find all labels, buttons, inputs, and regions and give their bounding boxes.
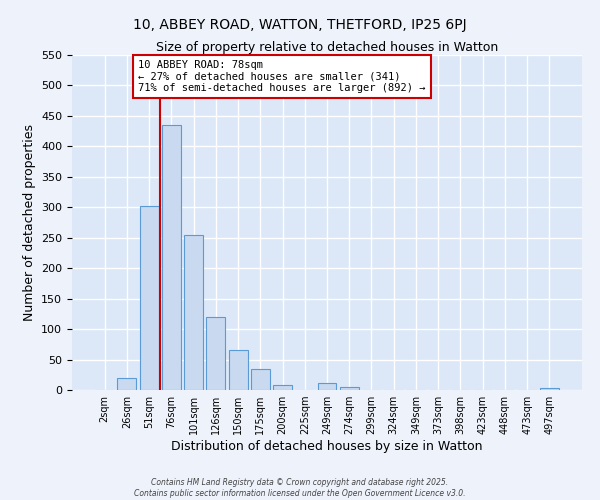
Bar: [162, 125, 181, 390]
Text: Contains HM Land Registry data © Crown copyright and database right 2025.
Contai: Contains HM Land Registry data © Crown c…: [134, 478, 466, 498]
Bar: [251, 368, 270, 390]
Bar: [540, 388, 559, 390]
Y-axis label: Number of detached properties: Number of detached properties: [23, 124, 35, 321]
Bar: [273, 385, 292, 390]
Bar: [184, 234, 203, 390]
Bar: [229, 350, 248, 390]
Text: 10 ABBEY ROAD: 78sqm
← 27% of detached houses are smaller (341)
71% of semi-deta: 10 ABBEY ROAD: 78sqm ← 27% of detached h…: [139, 60, 426, 93]
Title: Size of property relative to detached houses in Watton: Size of property relative to detached ho…: [156, 41, 498, 54]
Bar: [118, 378, 136, 390]
Bar: [317, 382, 337, 390]
Bar: [140, 206, 158, 390]
Text: 10, ABBEY ROAD, WATTON, THETFORD, IP25 6PJ: 10, ABBEY ROAD, WATTON, THETFORD, IP25 6…: [133, 18, 467, 32]
Bar: [206, 317, 225, 390]
X-axis label: Distribution of detached houses by size in Watton: Distribution of detached houses by size …: [171, 440, 483, 453]
Bar: [340, 387, 359, 390]
